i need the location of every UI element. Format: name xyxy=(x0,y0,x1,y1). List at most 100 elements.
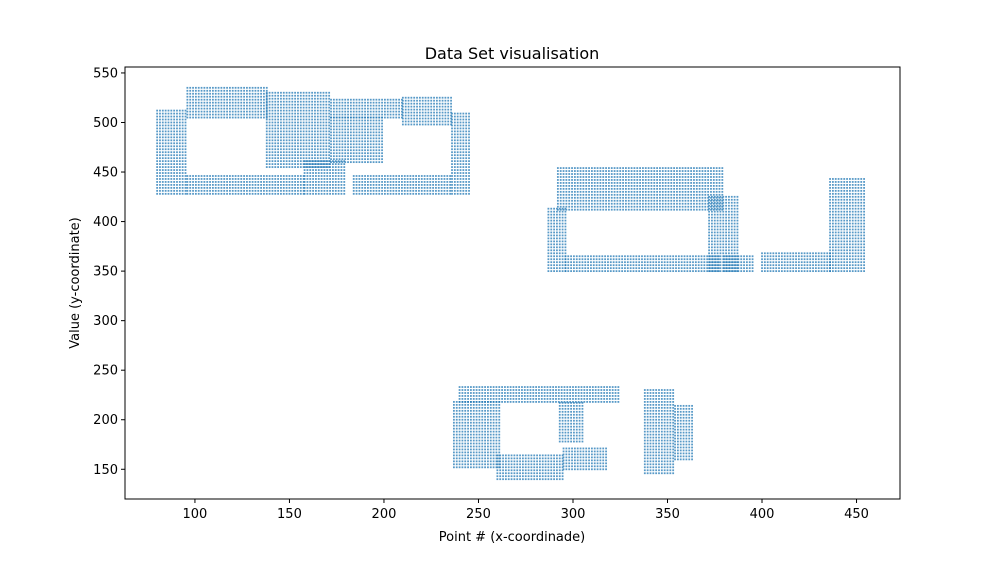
data-point xyxy=(681,179,684,181)
data-point xyxy=(322,100,325,103)
data-point xyxy=(358,137,361,140)
data-point xyxy=(700,270,703,273)
data-point xyxy=(311,154,314,157)
data-point xyxy=(433,123,435,126)
data-point xyxy=(456,166,459,168)
data-point xyxy=(673,190,676,193)
data-point xyxy=(268,157,271,160)
data-point xyxy=(734,258,737,261)
data-point xyxy=(590,199,593,202)
data-point xyxy=(311,160,314,163)
data-point xyxy=(314,139,316,142)
data-point xyxy=(332,101,335,104)
data-point xyxy=(315,160,317,163)
data-point xyxy=(843,198,846,201)
data-point xyxy=(588,190,590,193)
data-point xyxy=(579,185,582,187)
data-point xyxy=(449,186,452,189)
data-point xyxy=(670,193,673,196)
data-point xyxy=(246,86,248,89)
data-point xyxy=(701,176,704,178)
data-point xyxy=(721,176,724,178)
data-point xyxy=(248,178,251,180)
data-point xyxy=(449,189,452,192)
data-point xyxy=(312,166,314,168)
data-point xyxy=(817,270,820,273)
data-point xyxy=(733,222,736,225)
data-point xyxy=(834,219,837,222)
data-point xyxy=(451,184,453,186)
data-point xyxy=(602,176,605,178)
data-point xyxy=(722,198,725,201)
data-point xyxy=(832,184,834,186)
data-point xyxy=(846,189,848,192)
data-point xyxy=(375,178,378,180)
data-point xyxy=(170,136,173,139)
data-point xyxy=(438,114,441,117)
data-point xyxy=(343,163,346,165)
data-point xyxy=(561,219,564,222)
data-point xyxy=(395,175,398,177)
data-point xyxy=(341,113,344,116)
data-point xyxy=(347,119,349,122)
data-point xyxy=(294,127,297,130)
data-point xyxy=(173,189,176,192)
data-point xyxy=(299,139,302,142)
data-point xyxy=(378,107,381,110)
data-point xyxy=(629,258,632,261)
data-point xyxy=(426,186,429,189)
data-point xyxy=(731,255,734,258)
data-point xyxy=(676,202,678,205)
data-point xyxy=(718,176,721,178)
data-point xyxy=(644,173,647,175)
data-point xyxy=(302,106,305,109)
data-point xyxy=(661,199,664,202)
data-point xyxy=(243,110,245,113)
data-point xyxy=(372,116,375,119)
data-point xyxy=(721,199,724,202)
data-point xyxy=(246,181,248,183)
data-point xyxy=(728,237,730,240)
data-point xyxy=(386,107,389,110)
data-point xyxy=(328,160,331,163)
data-point xyxy=(302,115,305,118)
data-point xyxy=(358,98,361,101)
data-point xyxy=(780,270,783,273)
data-point xyxy=(775,267,778,270)
data-point xyxy=(672,261,675,264)
data-point xyxy=(319,115,322,118)
data-point xyxy=(440,175,443,177)
data-point xyxy=(358,152,361,155)
data-point xyxy=(459,118,462,121)
data-point xyxy=(335,140,338,143)
data-point xyxy=(465,127,468,130)
data-point xyxy=(240,107,243,110)
data-point xyxy=(344,125,347,128)
data-point xyxy=(435,123,438,126)
data-point xyxy=(601,255,604,258)
data-point xyxy=(194,189,197,192)
data-point xyxy=(851,240,854,243)
data-point xyxy=(334,160,337,163)
data-point xyxy=(277,148,280,151)
data-point xyxy=(364,143,366,146)
data-point xyxy=(173,166,176,168)
data-point xyxy=(716,213,719,216)
data-point xyxy=(364,137,366,140)
data-point xyxy=(271,130,274,133)
data-point xyxy=(843,267,846,270)
data-point xyxy=(728,198,730,201)
data-point xyxy=(164,112,167,115)
data-point xyxy=(421,123,424,126)
data-point xyxy=(274,142,277,145)
data-point xyxy=(181,124,184,127)
data-point xyxy=(453,181,456,183)
data-point xyxy=(274,100,277,103)
data-point xyxy=(330,119,332,122)
data-point xyxy=(319,163,322,165)
data-point xyxy=(585,173,588,175)
data-point xyxy=(453,166,456,168)
data-point xyxy=(343,178,346,180)
data-point xyxy=(718,190,721,193)
data-point xyxy=(257,107,260,110)
